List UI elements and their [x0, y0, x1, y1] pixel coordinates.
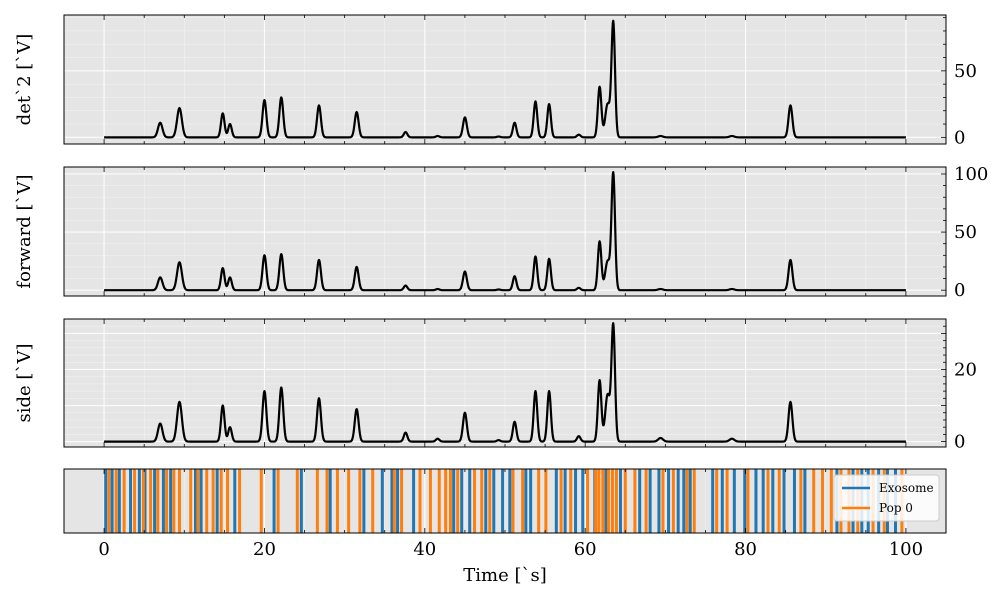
plot-frame [63, 166, 947, 297]
panel-side: 0 20 side [`V] [14, 318, 977, 453]
x-axis-label: Time [`s] [463, 565, 547, 586]
x-tick-label: 20 [253, 539, 276, 560]
plot-frame [63, 468, 947, 534]
y-tick-label: 0 [954, 280, 965, 301]
x-tick-label: 0 [98, 539, 109, 560]
y-tick-label: 0 [954, 432, 965, 453]
y-tick-label: 50 [954, 222, 977, 243]
x-tick-label: 40 [413, 539, 436, 560]
x-tick-label: 100 [889, 539, 923, 560]
panel-events: 0 20 40 60 80 100 Time [`s] Exosome Pop 0 [63, 468, 947, 586]
y-axis-label: det`2 [`V] [14, 34, 35, 126]
y-tick-label: 50 [954, 61, 977, 82]
y-tick-label: 100 [954, 164, 988, 185]
panel-det2: 0 50 det`2 [`V] [14, 14, 977, 148]
legend-label: Pop 0 [879, 501, 913, 515]
signal-line-forward [103, 170, 907, 292]
signal-line-side [103, 322, 907, 443]
x-tick-label: 80 [734, 539, 757, 560]
plot-frame [63, 318, 947, 448]
y-tick-label: 20 [954, 359, 977, 380]
signal-line-det2 [103, 19, 907, 139]
plot-frame [63, 14, 947, 145]
y-axis-label: side [`V] [14, 344, 35, 423]
panel-forward: 0 50 100 forward [`V] [14, 164, 988, 301]
legend: Exosome Pop 0 [833, 474, 940, 522]
x-tick-label: 60 [574, 539, 597, 560]
y-tick-label: 0 [954, 127, 965, 148]
legend-box [833, 474, 940, 522]
legend-label: Exosome [879, 481, 934, 495]
y-axis-label: forward [`V] [14, 174, 35, 288]
